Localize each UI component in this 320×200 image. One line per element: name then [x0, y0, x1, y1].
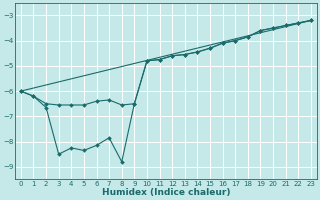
X-axis label: Humidex (Indice chaleur): Humidex (Indice chaleur): [102, 188, 230, 197]
